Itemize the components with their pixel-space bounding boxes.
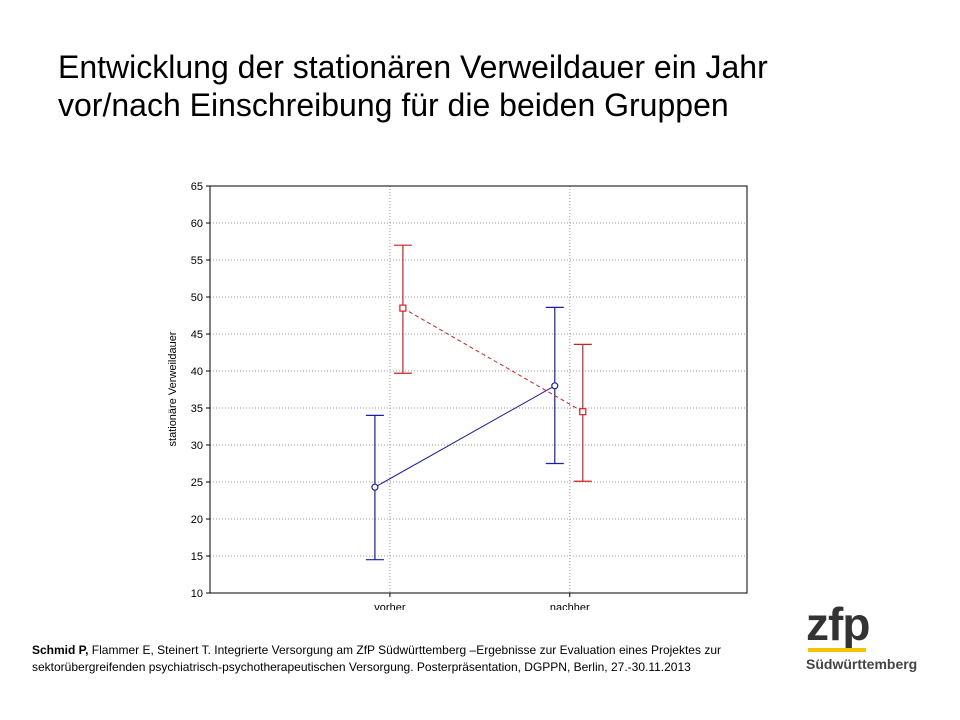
logo-accent-bar [808, 648, 866, 652]
x-tick-label: vorher [374, 602, 406, 610]
data-point [399, 304, 407, 312]
y-axis-label: stationäre Verweildauer [167, 331, 179, 446]
series-layer [365, 244, 592, 561]
x-ticks: vorher nachher [374, 593, 590, 610]
data-point [551, 382, 559, 390]
title-line-1: Entwicklung der stationären Verweildauer… [58, 49, 768, 85]
series-line [402, 307, 584, 413]
title-line-2: vor/nach Einschreibung für die beiden Gr… [58, 87, 729, 123]
y-tick-label: 55 [191, 255, 203, 267]
y-tick-label: 10 [191, 588, 203, 600]
x-tick-label: nachher [550, 602, 590, 610]
data-point [371, 483, 379, 491]
citation-text: Flammer E, Steinert T. Integrierte Verso… [32, 643, 721, 674]
y-tick-label: 25 [191, 477, 203, 489]
data-point [579, 408, 587, 416]
zfp-logo: zfp Südwürttemberg [806, 600, 926, 680]
y-tick-label: 35 [191, 403, 203, 415]
y-tick-label: 20 [191, 514, 203, 526]
grid-layer [210, 186, 747, 593]
y-tick-label: 50 [191, 292, 203, 304]
slide-title: Entwicklung der stationären Verweildauer… [58, 48, 918, 124]
citation-first-author: Schmid P, [32, 643, 89, 657]
plot-frame [209, 185, 748, 594]
logo-subtitle: Südwürttemberg [806, 656, 918, 672]
y-tick-label: 30 [191, 440, 203, 452]
y-tick-label: 15 [191, 551, 203, 563]
y-tick-label: 60 [191, 218, 203, 230]
y-ticks: 10 15 20 25 30 35 40 45 50 55 60 65 [191, 181, 210, 600]
y-tick-label: 40 [191, 366, 203, 378]
logo-word: zfp [806, 598, 870, 650]
error-bar-chart: 10 15 20 25 30 35 40 45 50 55 60 65 vorher nachher s… [167, 181, 748, 610]
y-tick-label: 65 [191, 181, 203, 193]
series-line [374, 385, 556, 488]
series-1 [365, 306, 564, 561]
series-2 [393, 244, 592, 482]
y-tick-label: 45 [191, 329, 203, 341]
citation: Schmid P, Flammer E, Steinert T. Integri… [32, 642, 752, 676]
